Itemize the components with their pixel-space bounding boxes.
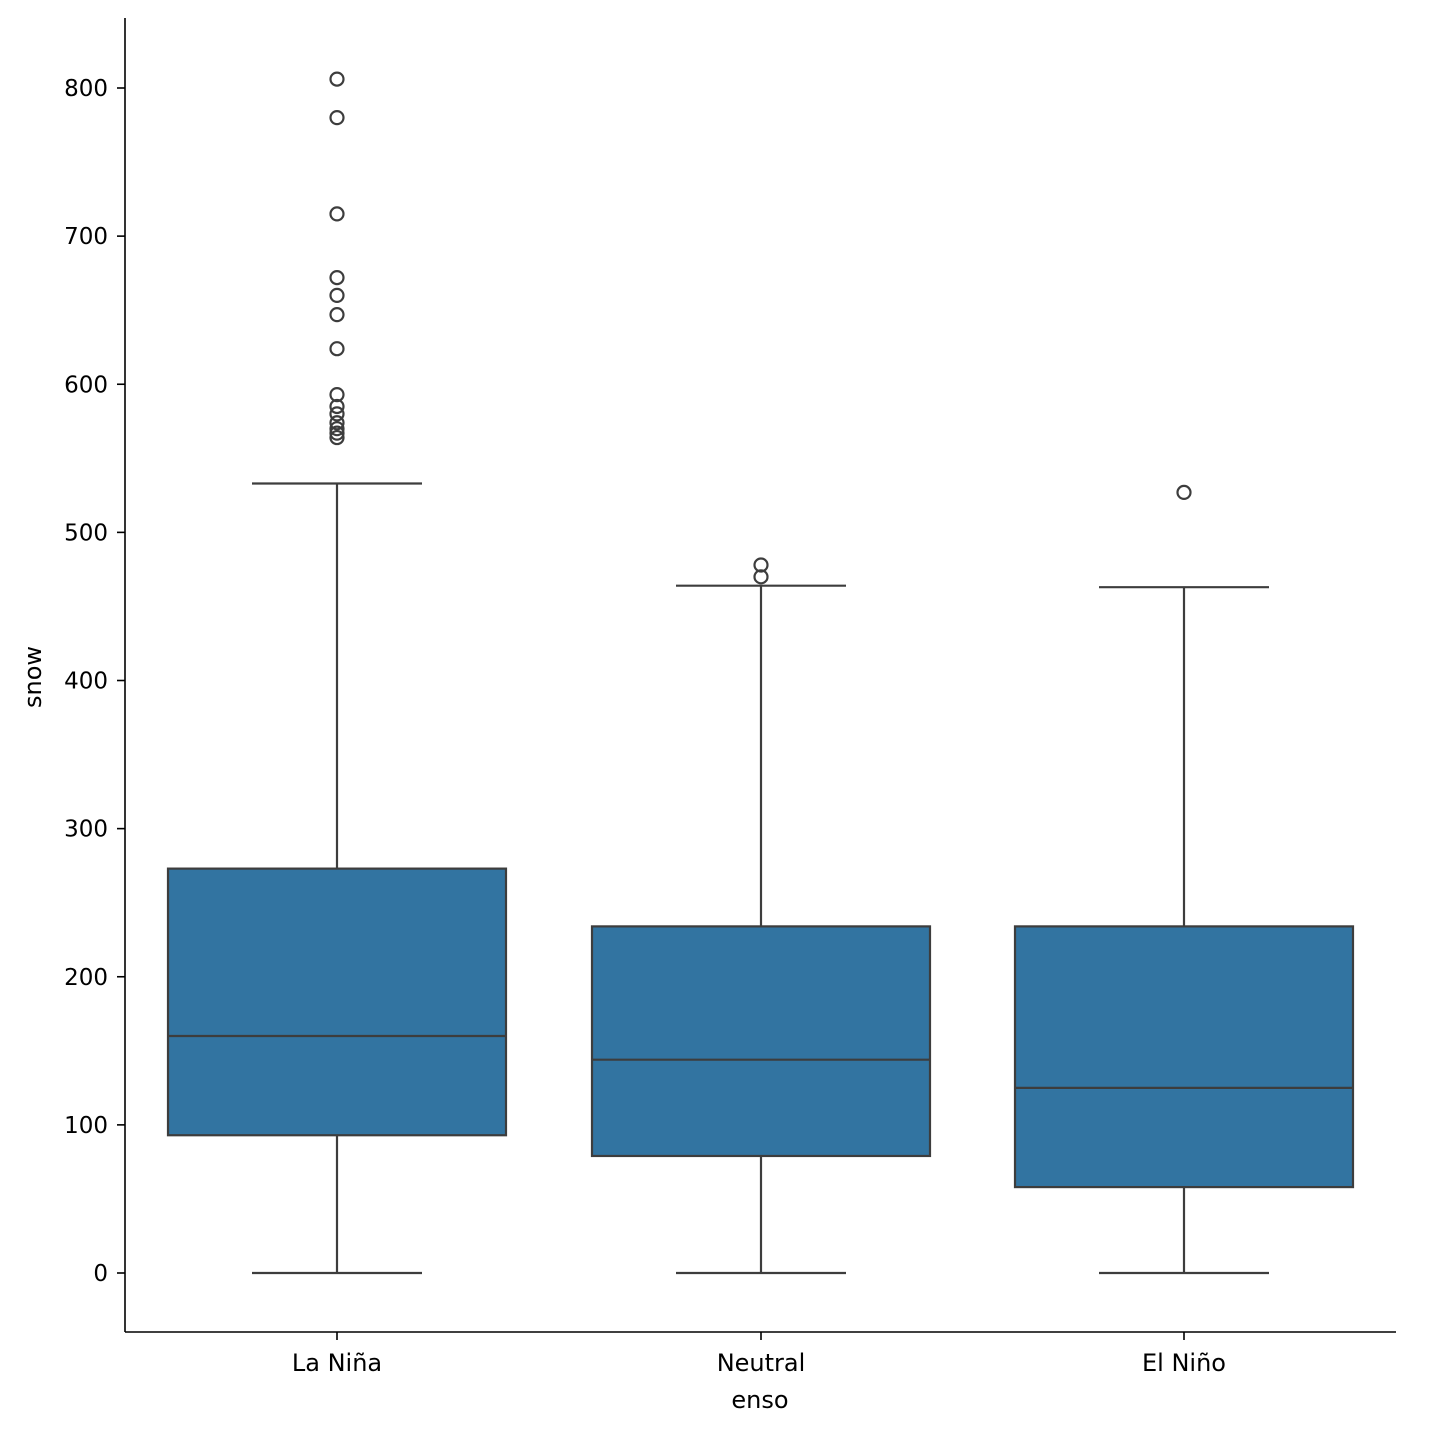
outlier-point	[1176, 484, 1192, 500]
y-tick-label: 600	[64, 372, 108, 398]
box-group	[590, 557, 932, 1275]
box-group	[1013, 484, 1355, 1275]
outlier-point	[329, 425, 345, 441]
y-tick-label: 200	[64, 965, 108, 991]
outlier-point	[329, 429, 345, 446]
iqr-box	[590, 925, 932, 1158]
outlier-point	[329, 71, 345, 87]
outlier-point	[329, 387, 345, 403]
plot-area	[166, 71, 1355, 1275]
outlier-point	[329, 406, 345, 422]
x-tick-label: La Niña	[292, 1349, 382, 1377]
x-tick-label: Neutral	[717, 1349, 806, 1377]
iqr-box	[166, 867, 508, 1137]
y-tick-label: 0	[93, 1261, 108, 1287]
x-axis-label: enso	[731, 1386, 788, 1414]
outlier-point	[329, 110, 345, 126]
y-tick-label: 400	[64, 669, 108, 695]
y-ticks: 0 100 200 300 400 500 600 700 800	[64, 76, 125, 1287]
y-tick-label: 300	[64, 817, 108, 843]
y-tick-label: 100	[64, 1113, 108, 1139]
outlier-point	[753, 557, 769, 573]
outlier-point	[329, 415, 345, 431]
outlier-point	[329, 341, 345, 357]
x-tick-label: El Niño	[1142, 1349, 1226, 1377]
box-group	[166, 71, 508, 1275]
outlier-point	[753, 569, 769, 585]
outlier-point	[329, 206, 345, 222]
y-tick-label: 500	[64, 520, 108, 546]
y-tick-label: 800	[64, 76, 108, 102]
x-ticks: La Niña Neutral El Niño	[292, 1332, 1226, 1377]
outlier-point	[329, 270, 345, 286]
y-tick-label: 700	[64, 224, 108, 250]
outlier-point	[329, 287, 345, 303]
outlier-point	[329, 421, 345, 437]
y-axis-label: snow	[19, 646, 47, 708]
outlier-point	[329, 307, 345, 323]
outlier-point	[329, 398, 345, 415]
iqr-box	[1013, 925, 1355, 1189]
